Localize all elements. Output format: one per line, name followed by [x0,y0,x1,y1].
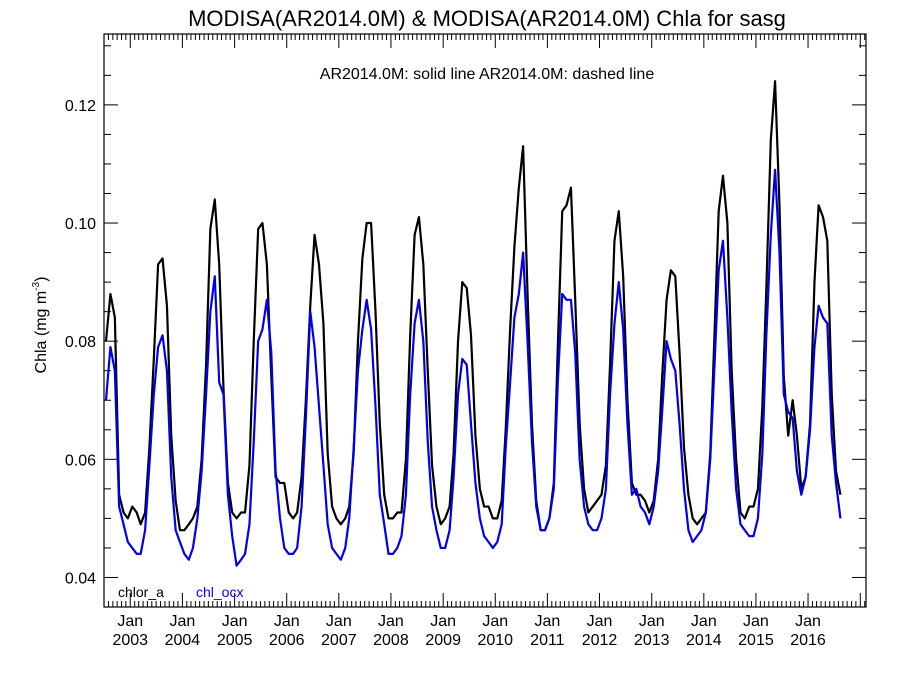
x-tick-month-label: Jan [795,613,821,630]
x-tick-month-label: Jan [639,613,665,630]
x-tick-month-label: Jan [274,613,300,630]
x-tick-month-label: Jan [378,613,404,630]
y-tick-label: 0.10 [65,216,96,233]
x-tick-year-label: 2007 [321,632,357,649]
x-tick-month-label: Jan [222,613,248,630]
legend: chlor_a chl_ocx [118,584,243,600]
x-tick-year-label: 2010 [477,632,513,649]
y-tick-label: 0.04 [65,570,96,587]
x-tick-year-label: 2005 [217,632,253,649]
x-tick-year-label: 2009 [425,632,461,649]
x-tick-month-label: Jan [430,613,456,630]
chart-title: MODISA(AR2014.0M) & MODISA(AR2014.0M) Ch… [188,6,786,31]
x-tick-year-label: 2012 [582,632,618,649]
plot-frame [103,33,867,608]
x-tick-year-label: 2011 [530,632,565,649]
x-tick-year-label: 2013 [634,632,670,649]
x-tick-month-label: Jan [169,613,195,630]
x-tick-month-label: Jan [691,613,717,630]
x-tick-year-label: 2015 [738,632,774,649]
x-tick-year-label: 2003 [112,632,148,649]
y-tick-label: 0.12 [65,98,96,115]
x-tick-month-label: Jan [587,613,613,630]
plot-area: 0.04 0.06 0.08 0.10 0.12 Jan 2003 Jan 2004 Jan 200… [65,34,866,649]
x-tick-month-label: Jan [117,613,143,630]
x-tick-month-label: Jan [743,613,769,630]
y-tick-label: 0.08 [65,334,96,351]
y-axis-label-main: Chla (mg m [33,291,50,374]
y-tick-label: 0.06 [65,452,96,469]
x-tick-month-label: Jan [534,613,560,630]
legend-chlor-a-label: chlor_a [118,584,164,600]
x-tick-year-label: 2004 [165,632,201,649]
y-axis-label-superscript: -3 [31,281,42,290]
chart-subtitle: AR2014.0M: solid line AR2014.0M: dashed … [320,66,655,83]
x-tick-month-label: Jan [326,613,352,630]
x-tick-year-label: 2016 [790,632,826,649]
x-tick-year-label: 2008 [373,632,409,649]
legend-chl-ocx-label: chl_ocx [196,584,243,600]
x-tick-year-label: 2006 [269,632,305,649]
x-tick-year-label: 2014 [686,632,722,649]
series-line-chl-ocx [104,168,842,567]
x-tick-month-label: Jan [482,613,508,630]
y-axis-label: Chla (mg m-3) [31,277,50,374]
y-axis-label-close: ) [33,277,50,282]
